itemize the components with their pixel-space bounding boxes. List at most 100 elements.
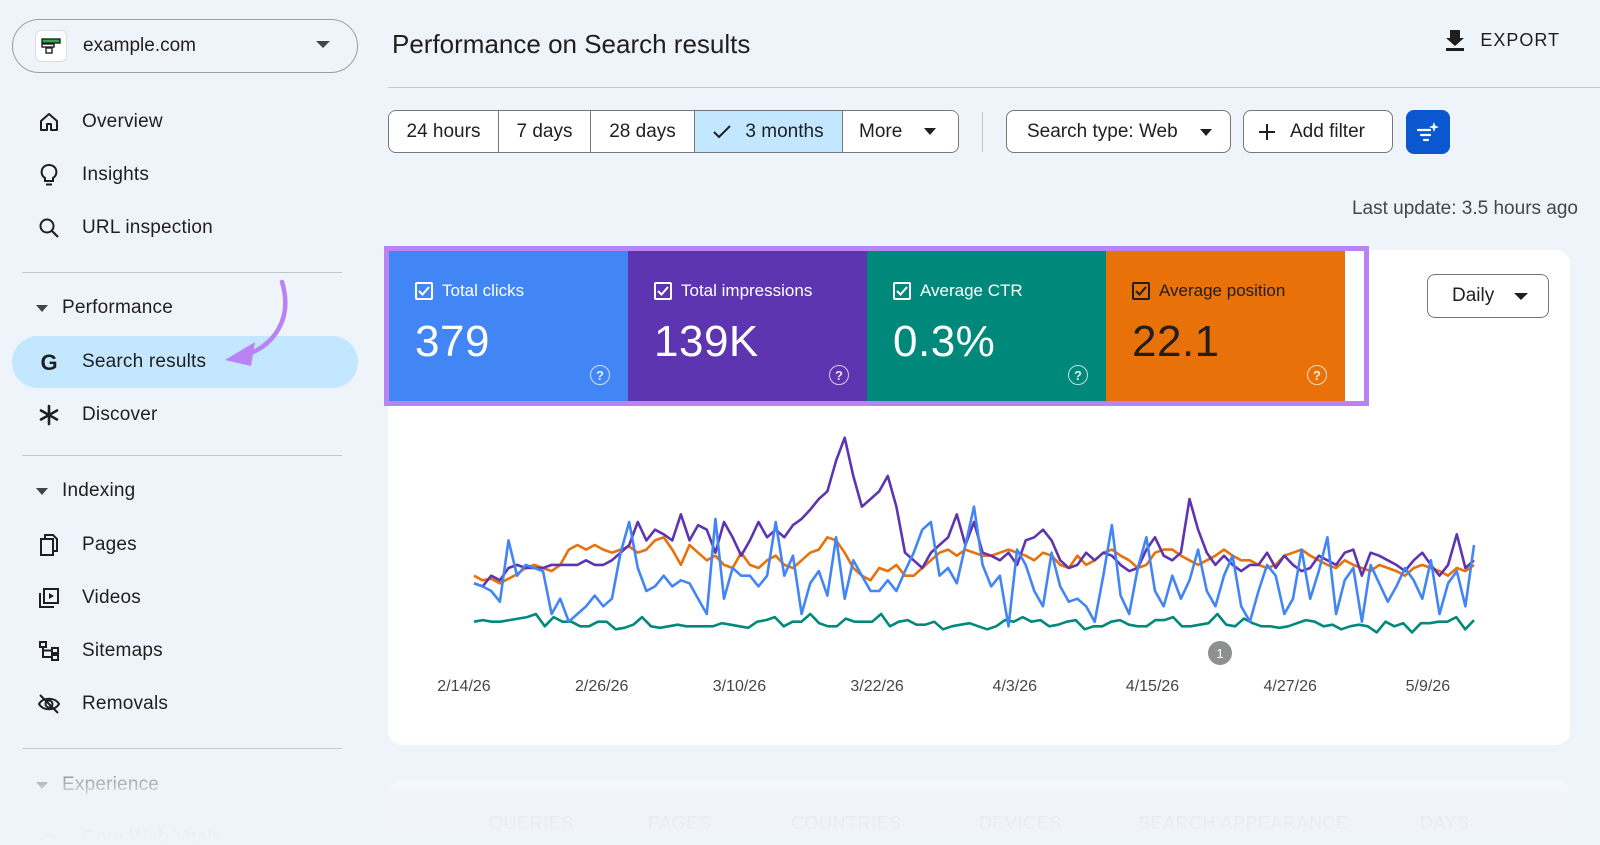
- checkbox-checked-icon: [1132, 282, 1150, 300]
- chip-label: 28 days: [609, 120, 676, 142]
- chip-label: 7 days: [516, 120, 573, 142]
- search-type-dropdown[interactable]: Search type: Web: [1006, 110, 1231, 153]
- date-range-selector: 24 hours 7 days 28 days 3 months More: [388, 110, 959, 153]
- section-label: Experience: [62, 774, 160, 795]
- metric-header: Total impressions: [654, 281, 812, 301]
- sidebar-item-removals[interactable]: Removals: [12, 678, 358, 730]
- sidebar-item-label: Discover: [82, 404, 158, 425]
- sidebar-item-core-web-vitals[interactable]: Core Web Vitals: [12, 812, 358, 845]
- metric-value: 0.3%: [893, 317, 996, 366]
- sidebar-item-label: Core Web Vitals: [82, 827, 222, 845]
- section-performance[interactable]: Performance: [36, 293, 173, 323]
- help-icon[interactable]: ?: [590, 365, 610, 385]
- date-chip-24-hours[interactable]: 24 hours: [389, 111, 499, 152]
- date-chip-7-days[interactable]: 7 days: [499, 111, 591, 152]
- date-chip-3-months[interactable]: 3 months: [695, 111, 843, 152]
- chip-label: 24 hours: [406, 120, 481, 142]
- chevron-down-icon: [316, 41, 330, 48]
- compare-filter-button[interactable]: [1406, 110, 1450, 154]
- sidebar-item-pages[interactable]: Pages: [12, 519, 358, 571]
- add-filter-label: Add filter: [1290, 120, 1365, 142]
- caret-down-icon: [1200, 129, 1212, 136]
- metric-header: Average CTR: [893, 281, 1023, 301]
- tab-queries[interactable]: QUERIES: [489, 813, 574, 833]
- sidebar-item-discover[interactable]: Discover: [12, 389, 358, 441]
- date-chip-more[interactable]: More: [843, 111, 958, 152]
- metric-header: Average position: [1132, 281, 1285, 301]
- annotation-badge-label: 1: [1216, 646, 1223, 661]
- help-icon[interactable]: ?: [829, 365, 849, 385]
- section-experience[interactable]: Experience: [36, 770, 159, 800]
- metric-label: Total clicks: [442, 281, 525, 300]
- check-icon: [713, 124, 732, 138]
- tab-pages[interactable]: PAGES: [648, 813, 712, 833]
- metric-total-impressions[interactable]: Total impressions 139K ?: [628, 251, 867, 401]
- series-line-average-position[interactable]: [473, 536, 1475, 585]
- visibility-off-icon: [36, 691, 62, 717]
- last-update-text: Last update: 3.5 hours ago: [1351, 198, 1578, 219]
- annotation-badge[interactable]: 1: [1208, 641, 1232, 665]
- metric-average-position[interactable]: Average position 22.1 ?: [1106, 251, 1345, 401]
- section-indexing[interactable]: Indexing: [36, 476, 135, 506]
- tab-countries[interactable]: COUNTRIES: [791, 813, 902, 833]
- metric-label: Average position: [1159, 281, 1286, 300]
- x-tick-label: 3/10/26: [713, 678, 766, 695]
- metric-header: Total clicks: [415, 281, 524, 301]
- metrics-highlight: Total clicks 379 ? Total impressions 139…: [384, 246, 1369, 406]
- plus-icon: [1259, 123, 1275, 140]
- sidebar-item-videos[interactable]: Videos: [12, 572, 358, 624]
- tab-devices[interactable]: DEVICES: [979, 813, 1062, 833]
- metric-value: 139K: [654, 317, 759, 366]
- sidebar-item-sitemaps[interactable]: Sitemaps: [12, 625, 358, 677]
- granularity-dropdown[interactable]: Daily: [1427, 274, 1549, 318]
- sidebar-item-search-results[interactable]: G Search results: [12, 336, 358, 388]
- property-favicon-icon: [35, 30, 67, 62]
- export-button[interactable]: EXPORT: [1444, 28, 1560, 52]
- checkbox-checked-icon: [654, 282, 672, 300]
- sidebar-item-label: Videos: [82, 587, 141, 608]
- help-icon[interactable]: ?: [1307, 365, 1327, 385]
- x-tick-label: 2/26/26: [575, 678, 628, 695]
- collapse-triangle-icon: [36, 487, 48, 495]
- sidebar-divider: [22, 455, 342, 456]
- home-icon: [36, 109, 62, 135]
- series-line-total-clicks[interactable]: [473, 505, 1476, 628]
- metric-average-ctr[interactable]: Average CTR 0.3% ?: [867, 251, 1106, 401]
- metric-value: 22.1: [1132, 317, 1220, 366]
- sidebar-item-label: Removals: [82, 693, 169, 714]
- metric-total-clicks[interactable]: Total clicks 379 ?: [389, 251, 628, 401]
- speed-icon: [36, 825, 62, 845]
- series-line-total-impressions[interactable]: [473, 436, 1475, 588]
- date-chip-28-days[interactable]: 28 days: [591, 111, 695, 152]
- chip-label: More: [859, 120, 903, 142]
- caret-down-icon: [1514, 293, 1528, 300]
- property-name: example.com: [83, 35, 196, 56]
- property-selector[interactable]: example.com: [12, 19, 358, 73]
- sidebar-item-insights[interactable]: Insights: [12, 149, 358, 201]
- tab-search-appearance[interactable]: SEARCH APPEARANCE: [1138, 813, 1349, 833]
- sidebar-item-label: Search results: [82, 351, 207, 372]
- sidebar-item-overview[interactable]: Overview: [12, 96, 358, 148]
- sidebar-item-label: Insights: [82, 164, 150, 185]
- asterisk-icon: [36, 402, 62, 428]
- sidebar-divider: [22, 272, 342, 273]
- sidebar-item-label: Overview: [82, 111, 163, 132]
- series-line-average-ctr[interactable]: [473, 612, 1475, 634]
- sidebar-item-label: URL inspection: [82, 217, 213, 238]
- sidebar-item-label: Sitemaps: [82, 640, 163, 661]
- checkbox-checked-icon: [893, 282, 911, 300]
- search-icon: [36, 215, 62, 241]
- caret-down-icon: [924, 128, 937, 135]
- help-icon[interactable]: ?: [1068, 365, 1088, 385]
- sidebar-divider: [22, 748, 342, 749]
- x-tick-label: 4/15/26: [1126, 678, 1179, 695]
- add-filter-button[interactable]: Add filter: [1243, 110, 1393, 153]
- sidebar: example.com Overview Insights URL inspec…: [0, 0, 360, 845]
- performance-line-chart: 2/14/26 2/26/26 3/10/26 3/22/26 4/3/26 4/15/2…: [437, 436, 1476, 695]
- export-label: EXPORT: [1480, 29, 1560, 50]
- tab-days[interactable]: DAYS: [1420, 813, 1470, 833]
- sitemap-icon: [36, 638, 62, 664]
- sidebar-item-label: Pages: [82, 534, 137, 555]
- toolbar-separator: [982, 112, 983, 152]
- sidebar-item-url-inspection[interactable]: URL inspection: [12, 202, 358, 254]
